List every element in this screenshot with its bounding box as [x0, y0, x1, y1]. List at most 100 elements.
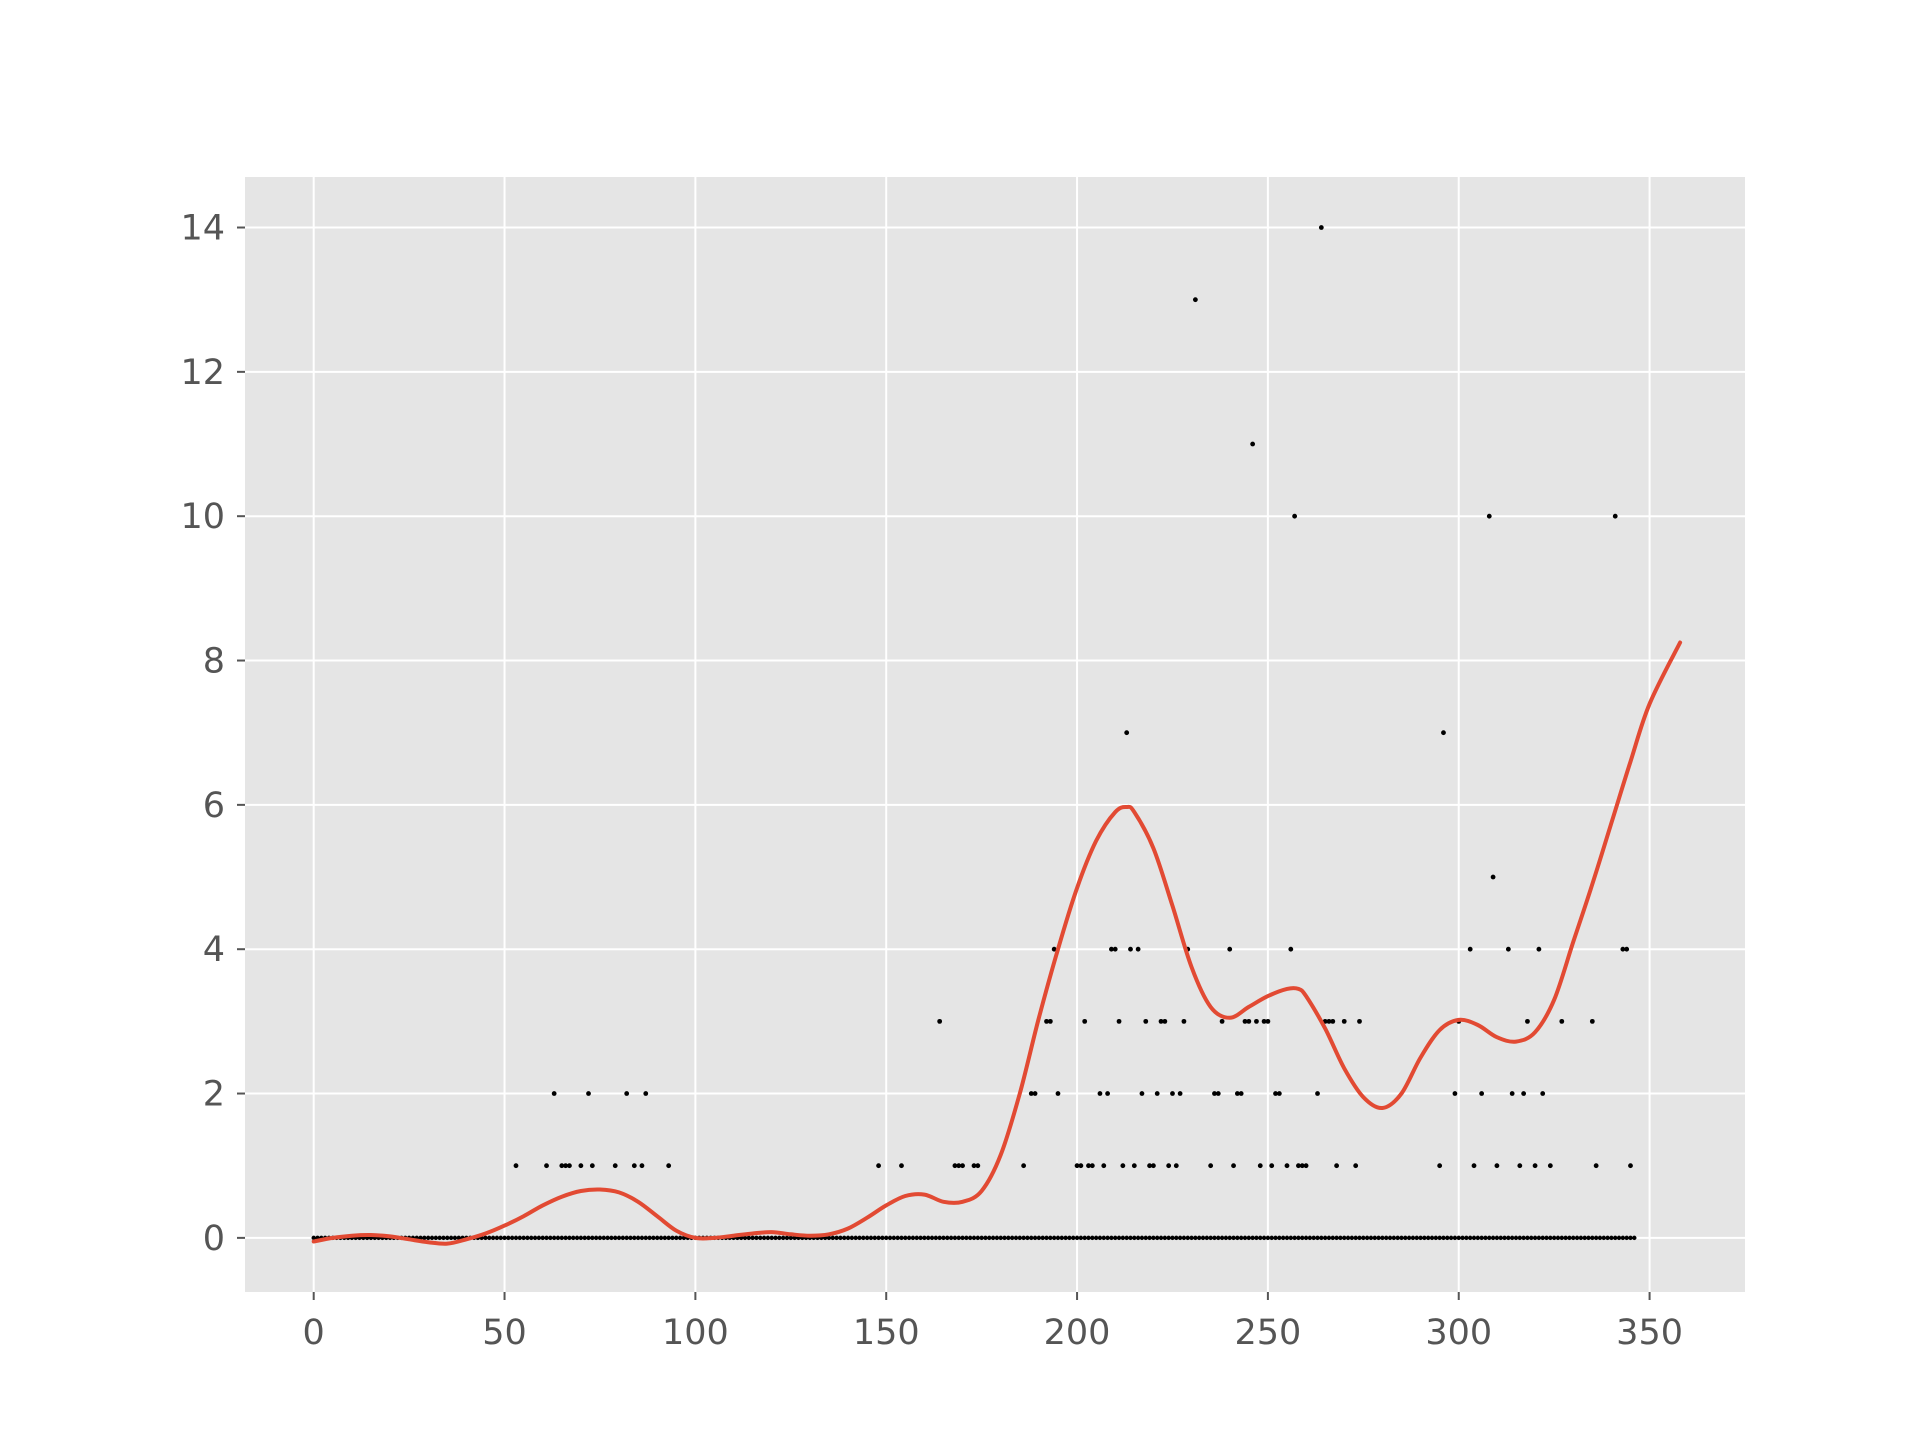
data-point	[1620, 946, 1626, 952]
data-point	[1632, 1235, 1637, 1241]
data-point	[960, 1163, 965, 1169]
data-point	[1059, 1235, 1064, 1241]
data-point	[1105, 1091, 1110, 1096]
data-point	[639, 1235, 645, 1241]
data-point	[929, 1235, 935, 1241]
data-point	[1609, 1235, 1614, 1241]
data-point	[1509, 1235, 1515, 1241]
data-point	[1483, 1235, 1488, 1241]
data-point	[452, 1235, 458, 1241]
data-point	[1177, 1091, 1183, 1096]
data-point	[834, 1235, 839, 1241]
data-point	[1624, 946, 1630, 952]
data-point	[571, 1235, 576, 1241]
data-point	[1322, 1235, 1328, 1241]
data-point	[429, 1235, 435, 1241]
data-point	[1567, 1235, 1572, 1241]
data-point	[1399, 1235, 1404, 1241]
data-point	[1177, 1235, 1183, 1241]
data-point	[1578, 1235, 1584, 1241]
data-point	[624, 1235, 629, 1241]
data-point	[1139, 1091, 1145, 1096]
data-point	[612, 1163, 618, 1169]
data-point	[494, 1235, 500, 1241]
data-point	[1391, 1235, 1397, 1241]
data-point	[1479, 1091, 1485, 1096]
data-point	[1261, 1235, 1267, 1241]
data-point	[1006, 1235, 1011, 1241]
data-point	[487, 1235, 492, 1241]
data-point	[521, 1235, 526, 1241]
data-point	[532, 1235, 538, 1241]
x-tick-label: 300	[1425, 1313, 1492, 1353]
data-point	[1403, 1235, 1408, 1241]
data-point	[567, 1235, 572, 1241]
data-point	[1456, 1235, 1461, 1241]
data-point	[746, 1235, 752, 1241]
data-point	[1269, 1163, 1275, 1169]
data-point	[864, 1235, 870, 1241]
data-point	[1300, 1235, 1305, 1241]
data-point	[1426, 1235, 1431, 1241]
x-tick-label: 0	[303, 1313, 325, 1353]
data-point	[826, 1235, 832, 1241]
data-point	[926, 1235, 931, 1241]
data-point	[887, 1235, 893, 1241]
data-point	[1192, 297, 1198, 303]
data-point	[1246, 1018, 1252, 1024]
data-point	[456, 1235, 461, 1241]
data-point	[1150, 1163, 1156, 1169]
data-point	[1067, 1235, 1072, 1241]
data-point	[578, 1235, 584, 1241]
data-point	[1017, 1235, 1023, 1241]
data-point	[1299, 1163, 1305, 1169]
data-point	[1074, 1235, 1080, 1241]
data-point	[311, 1235, 316, 1241]
data-point	[952, 1163, 958, 1169]
data-point	[994, 1235, 1000, 1241]
data-point	[1353, 1235, 1358, 1241]
data-point	[1624, 1235, 1629, 1241]
data-point	[616, 1235, 622, 1241]
data-point	[1036, 1235, 1042, 1241]
data-point	[1368, 1235, 1374, 1241]
data-point	[502, 1235, 507, 1241]
data-point	[1341, 1018, 1347, 1024]
data-point	[979, 1235, 984, 1241]
data-point	[605, 1235, 610, 1241]
data-point	[1296, 1163, 1301, 1169]
data-point	[1548, 1235, 1553, 1241]
data-point	[964, 1235, 969, 1241]
data-point	[773, 1235, 778, 1241]
data-point	[1082, 1235, 1087, 1241]
data-point	[1250, 441, 1256, 447]
data-point	[1277, 1235, 1282, 1241]
data-point	[1616, 1235, 1622, 1241]
data-point	[1521, 1091, 1527, 1096]
trend-line-layer	[311, 640, 1683, 1246]
data-point	[971, 1235, 977, 1241]
data-point	[1086, 1235, 1091, 1241]
data-point	[1292, 513, 1298, 519]
data-point	[1628, 1163, 1633, 1169]
data-point	[1181, 1018, 1187, 1024]
data-point	[758, 1235, 763, 1241]
data-point	[433, 1235, 439, 1241]
data-point	[1215, 1091, 1221, 1096]
data-point	[1147, 1235, 1152, 1241]
data-point	[1097, 1235, 1103, 1241]
data-point	[1250, 1235, 1255, 1241]
data-point	[586, 1235, 591, 1241]
data-point	[1342, 1235, 1347, 1241]
data-point	[857, 1235, 862, 1241]
data-point	[1269, 1235, 1274, 1241]
data-point	[1590, 1235, 1595, 1241]
data-point	[1204, 1235, 1210, 1241]
data-point	[1487, 1235, 1492, 1241]
data-point	[1158, 1018, 1164, 1024]
data-point	[1196, 1235, 1202, 1241]
x-tick-label: 100	[662, 1313, 729, 1353]
data-point	[529, 1235, 534, 1241]
data-point	[1258, 1235, 1263, 1241]
